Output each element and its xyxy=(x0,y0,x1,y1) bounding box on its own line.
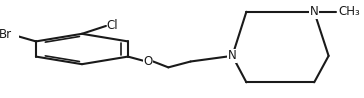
Text: N: N xyxy=(228,49,237,62)
Text: O: O xyxy=(143,54,153,68)
Text: Br: Br xyxy=(0,28,12,41)
Text: CH₃: CH₃ xyxy=(338,5,360,18)
Text: N: N xyxy=(310,5,318,18)
Text: Cl: Cl xyxy=(106,20,118,32)
